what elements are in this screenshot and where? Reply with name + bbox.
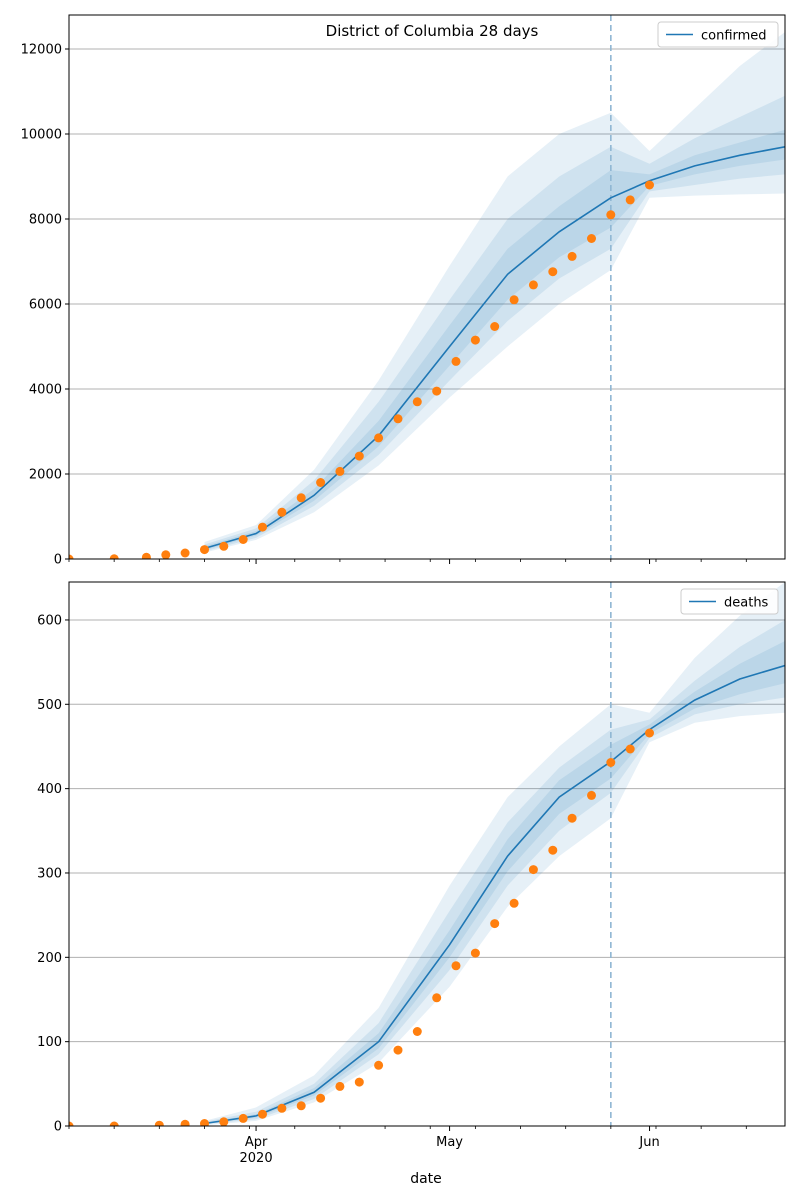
x-axis-label: date — [410, 1171, 442, 1187]
data-point — [490, 322, 500, 331]
x-tick-label: Jun — [638, 1135, 659, 1150]
y-tick-label: 400 — [37, 782, 62, 797]
data-point — [567, 251, 577, 261]
data-point — [354, 451, 364, 461]
data-point — [109, 554, 119, 559]
chart-title: District of Columbia 28 days — [326, 22, 539, 40]
y-tick-label: 4000 — [29, 383, 62, 398]
data-point — [548, 845, 558, 855]
legend: confirmed — [657, 21, 779, 48]
axes-frame — [68, 14, 786, 560]
data-point — [548, 267, 558, 277]
legend-box — [680, 588, 779, 615]
data-point — [451, 961, 461, 971]
legend: deaths — [680, 588, 779, 615]
data-point — [625, 744, 635, 754]
data-point — [432, 993, 442, 1003]
data-point — [374, 1060, 384, 1070]
series-line-deaths — [204, 664, 785, 1125]
y-tick-label: 2000 — [29, 468, 62, 483]
data-point — [277, 507, 287, 517]
data-point — [470, 335, 480, 345]
x-tick-sublabel: 2020 — [240, 1151, 273, 1166]
y-tick-label: 500 — [37, 698, 62, 713]
data-point — [219, 1117, 229, 1126]
uncertainty-band — [204, 641, 785, 1124]
x-tick-label: May — [436, 1135, 463, 1150]
data-point — [606, 758, 616, 767]
data-point — [470, 948, 480, 958]
axes-frame — [68, 581, 786, 1127]
data-point — [69, 1121, 74, 1126]
data-point — [141, 552, 151, 559]
data-point — [335, 1081, 345, 1091]
data-point — [528, 280, 538, 290]
data-point — [200, 545, 209, 555]
data-point — [200, 1119, 209, 1126]
data-point — [277, 1103, 287, 1113]
data-point — [180, 1119, 190, 1126]
data-point — [528, 865, 538, 875]
y-tick-label: 6000 — [29, 298, 62, 313]
uncertainty-band — [204, 620, 785, 1125]
data-point — [296, 1101, 306, 1111]
y-tick-label: 10000 — [21, 128, 62, 143]
data-point — [587, 234, 596, 243]
data-point — [587, 790, 596, 800]
y-tick-label: 0 — [54, 553, 62, 568]
data-point — [451, 356, 461, 366]
data-point — [238, 1113, 248, 1123]
series-line-confirmed — [204, 146, 785, 550]
y-tick-label: 300 — [37, 866, 62, 881]
data-point — [412, 397, 422, 407]
data-point — [374, 433, 384, 443]
data-point — [490, 919, 500, 929]
y-tick-label: 12000 — [21, 43, 62, 58]
data-point — [393, 1045, 403, 1055]
data-point — [154, 1120, 164, 1126]
legend-label: deaths — [724, 596, 769, 611]
y-tick-label: 100 — [37, 1035, 62, 1050]
plot-area — [69, 582, 785, 1126]
data-point — [393, 414, 403, 424]
data-point — [296, 493, 306, 503]
data-point — [258, 522, 267, 532]
y-tick-label: 0 — [54, 1120, 62, 1135]
data-point — [180, 548, 190, 558]
y-tick-label: 200 — [37, 951, 62, 966]
y-tick-label: 600 — [37, 613, 62, 628]
data-point — [606, 210, 616, 220]
data-point — [258, 1109, 267, 1119]
y-tick-label: 8000 — [29, 213, 62, 228]
uncertainty-band — [204, 582, 785, 1126]
data-point — [509, 898, 519, 908]
data-point — [161, 550, 171, 559]
data-point — [69, 554, 74, 559]
legend-box — [657, 21, 779, 48]
data-point — [625, 195, 635, 205]
data-point — [238, 535, 248, 544]
data-point — [645, 728, 654, 738]
legend-label: confirmed — [701, 29, 767, 44]
uncertainty-band — [204, 32, 785, 553]
panel-1: 0 2000 4000 6000 8000 10000 12000 District of C… — [21, 14, 786, 568]
data-point — [432, 386, 442, 396]
data-point — [354, 1077, 364, 1087]
data-point — [412, 1027, 422, 1036]
data-point — [316, 478, 326, 487]
data-point — [219, 541, 229, 551]
data-point — [109, 1121, 119, 1126]
data-point — [567, 813, 577, 823]
plot-area — [69, 15, 785, 559]
data-point — [645, 180, 654, 190]
data-point — [335, 466, 345, 476]
x-tick-label: Apr — [245, 1135, 268, 1150]
data-point — [509, 295, 519, 305]
data-point — [316, 1093, 326, 1103]
